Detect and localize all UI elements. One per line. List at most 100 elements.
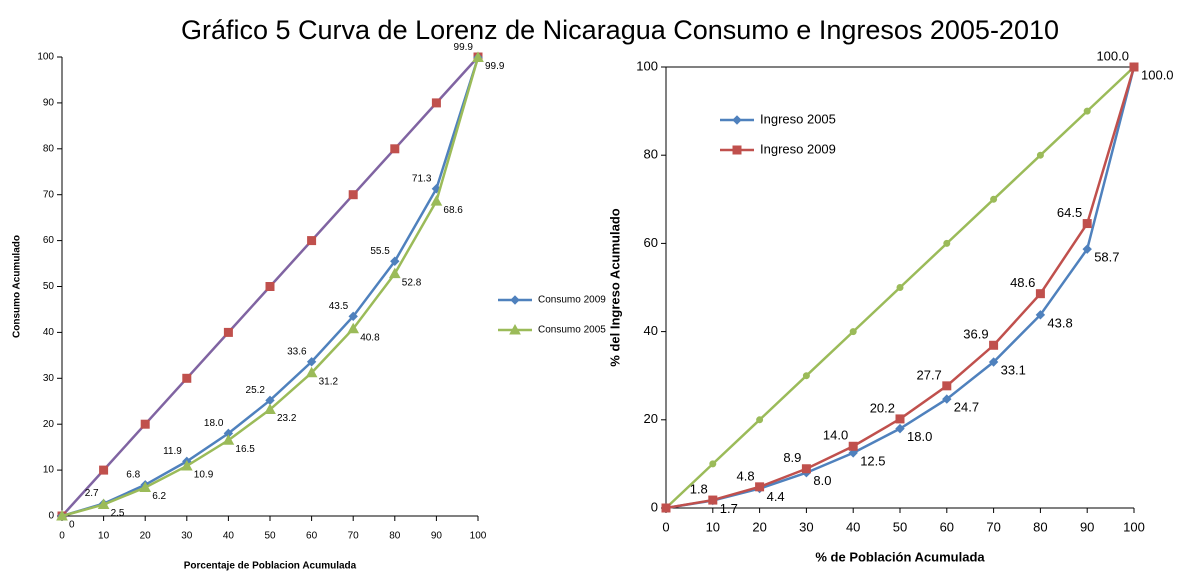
x-axis-label: % de Población Acumulada <box>815 549 985 564</box>
marker <box>848 448 858 458</box>
marker <box>472 51 484 62</box>
data-label: 2.5 <box>111 508 125 519</box>
y-tick-label: 30 <box>43 373 55 384</box>
marker <box>801 464 811 474</box>
data-label: 71.3 <box>412 173 432 184</box>
y-tick-label: 20 <box>644 411 658 426</box>
marker <box>347 322 360 334</box>
data-label: 99.9 <box>454 42 474 53</box>
x-tick-label: 50 <box>264 531 276 542</box>
data-label: 52.8 <box>402 277 422 288</box>
y-axis-label: % del Ingreso Acumulado <box>607 208 622 366</box>
marker <box>99 465 109 475</box>
marker <box>140 419 150 429</box>
marker <box>989 340 999 350</box>
data-label: 14.0 <box>823 428 848 443</box>
y-tick-label: 80 <box>43 143 55 154</box>
data-label: 4.4 <box>767 489 785 504</box>
marker <box>988 357 999 367</box>
marker <box>223 327 233 337</box>
x-tick-label: 90 <box>1080 519 1094 534</box>
marker <box>431 98 441 108</box>
data-label: 2.7 <box>85 488 99 499</box>
y-tick-label: 20 <box>43 419 55 430</box>
x-tick-label: 40 <box>846 519 860 534</box>
x-tick-label: 80 <box>1033 519 1047 534</box>
y-tick-label: 40 <box>43 327 55 338</box>
marker <box>348 190 358 200</box>
y-tick-label: 0 <box>48 511 54 522</box>
legend-marker <box>509 323 521 335</box>
data-label: 100.0 <box>1141 67 1174 82</box>
x-tick-label: 100 <box>470 531 487 542</box>
x-tick-label: 50 <box>893 519 907 534</box>
marker <box>390 256 400 266</box>
data-label: 6.8 <box>126 469 140 480</box>
marker <box>1129 62 1139 72</box>
data-label: 33.1 <box>1001 362 1026 377</box>
x-tick-label: 20 <box>140 531 152 542</box>
marker <box>97 498 110 510</box>
x-tick-label: 20 <box>752 519 766 534</box>
y-tick-label: 0 <box>651 499 658 514</box>
data-label: 68.6 <box>443 205 463 216</box>
x-tick-label: 80 <box>389 531 401 542</box>
marker <box>180 459 193 471</box>
x-tick-label: 70 <box>986 519 1000 534</box>
data-label: 1.7 <box>720 501 738 516</box>
x-tick-label: 60 <box>940 519 954 534</box>
marker <box>265 282 275 291</box>
marker <box>264 403 276 415</box>
marker <box>942 394 952 404</box>
data-label: 40.8 <box>360 332 380 343</box>
data-label: 18.0 <box>204 418 224 429</box>
marker <box>1036 151 1044 159</box>
legend-label: Consumo 2005 <box>538 325 606 336</box>
marker <box>1082 219 1092 229</box>
x-tick-label: 0 <box>59 531 65 542</box>
y-tick-label: 60 <box>43 235 55 246</box>
legend-label: Consumo 2009 <box>538 295 606 306</box>
marker <box>430 195 443 206</box>
x-tick-label: 30 <box>181 531 193 542</box>
data-label: 24.7 <box>954 400 979 415</box>
x-tick-label: 60 <box>306 531 318 542</box>
y-tick-label: 80 <box>644 147 658 162</box>
data-label: 1.8 <box>690 481 708 496</box>
marker <box>1035 310 1046 320</box>
data-label: 100.0 <box>1096 48 1129 63</box>
y-tick-label: 70 <box>43 189 55 200</box>
data-label: 31.2 <box>319 376 339 387</box>
data-label: 11.9 <box>163 446 182 457</box>
marker <box>895 423 905 434</box>
legend-marker <box>732 145 742 155</box>
marker <box>182 373 192 383</box>
data-label: 4.8 <box>737 468 755 483</box>
y-tick-label: 50 <box>43 281 55 292</box>
legend-marker <box>510 295 520 305</box>
data-label: 33.6 <box>287 346 307 357</box>
marker <box>848 441 858 451</box>
y-tick-label: 100 <box>636 58 658 73</box>
marker <box>849 328 857 336</box>
legend-marker <box>732 115 742 125</box>
marker <box>896 284 904 291</box>
data-label: 0 <box>69 520 75 531</box>
x-tick-label: 90 <box>431 531 443 542</box>
marker <box>222 434 235 445</box>
marker <box>1082 244 1092 254</box>
y-axis-label: Consumo Acumulado <box>12 235 23 338</box>
page-title: Gráfico 5 Curva de Lorenz de Nicaragua C… <box>181 15 1059 45</box>
marker <box>306 357 317 367</box>
marker <box>942 381 952 391</box>
x-tick-label: 40 <box>223 531 235 542</box>
marker <box>661 503 671 513</box>
subplot: 0 20 40 60 80 100 0 10 20 30 40 50 60 70 80 90 100 % de P… <box>607 48 1173 564</box>
x-tick-label: 100 <box>1123 519 1145 534</box>
y-tick-label: 90 <box>43 98 55 109</box>
marker <box>756 416 764 424</box>
marker <box>348 311 358 322</box>
x-tick-label: 10 <box>706 519 720 534</box>
data-label: 64.5 <box>1057 205 1082 220</box>
